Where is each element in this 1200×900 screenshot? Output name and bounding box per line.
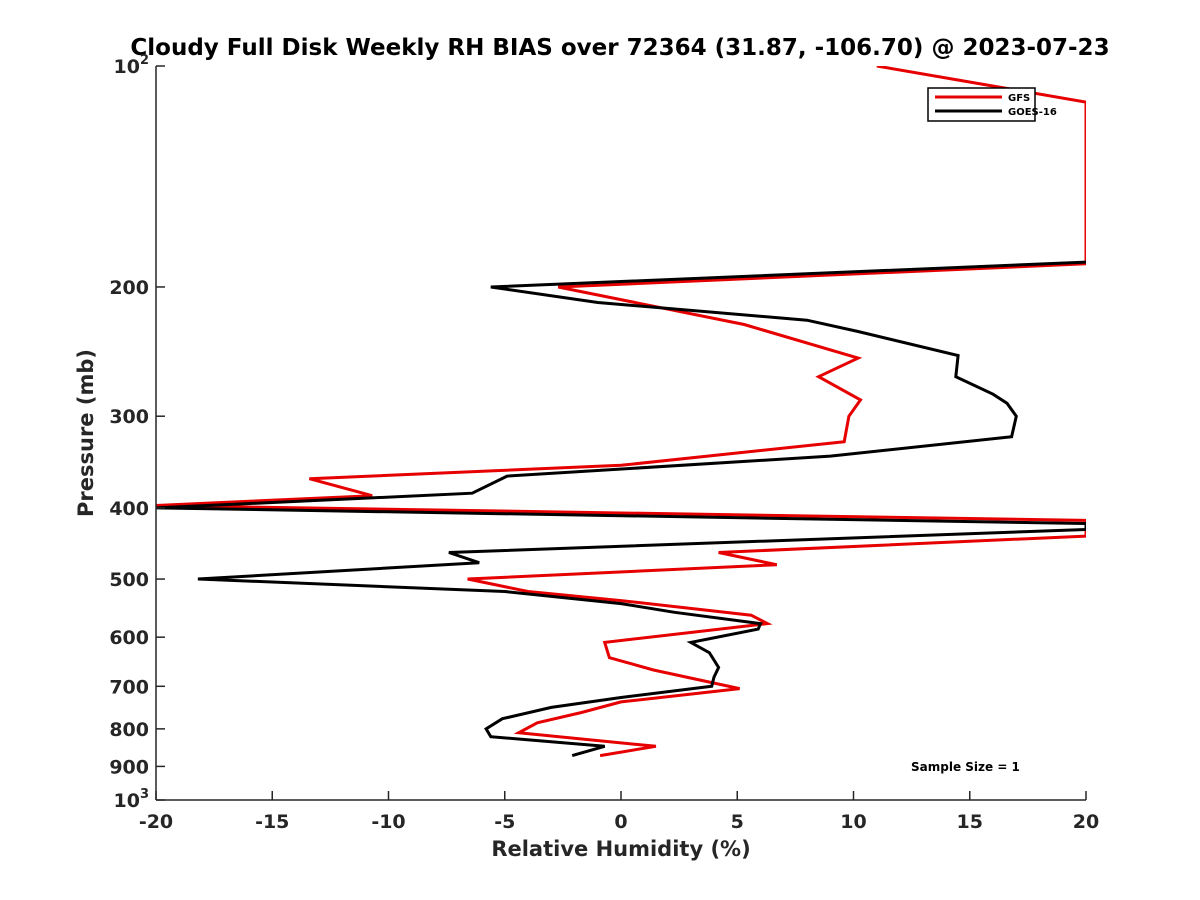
y-tick-label: 200 <box>109 277 149 299</box>
chart-title: Cloudy Full Disk Weekly RH BIAS over 723… <box>130 35 1109 61</box>
series-layer <box>156 66 1086 758</box>
x-axis-label: Relative Humidity (%) <box>491 837 750 861</box>
legend-label-gfs: GFS <box>1008 93 1030 104</box>
x-tick-label: -5 <box>494 811 515 833</box>
x-tick-label: 5 <box>731 811 744 833</box>
legend-label-goes16: GOES-16 <box>1008 107 1057 118</box>
y-tick-label: 103 <box>114 787 150 812</box>
series-line-gfs <box>156 66 1086 758</box>
y-tick-label: 500 <box>109 569 149 591</box>
y-tick-label: 300 <box>109 406 149 428</box>
y-ticks: 102 200 300 400 500 600 700 800 900 103 <box>109 53 165 812</box>
x-tick-label: -15 <box>255 811 289 833</box>
y-tick-label: 102 <box>114 53 150 78</box>
y-tick-label: 400 <box>109 498 149 520</box>
x-tick-label: 0 <box>614 811 627 833</box>
y-tick-label: 900 <box>109 756 149 778</box>
sample-size-annotation: Sample Size = 1 <box>911 760 1020 774</box>
plot-area: -20 -15 -10 -5 0 5 10 15 20 102 200 300 400 500 600 70… <box>109 53 1099 833</box>
x-tick-label: 15 <box>957 811 983 833</box>
x-tick-label: 20 <box>1073 811 1099 833</box>
series-line-goes16 <box>156 260 1086 758</box>
y-axis-label: Pressure (mb) <box>74 349 98 517</box>
plot-background <box>156 66 1086 800</box>
x-tick-label: 10 <box>840 811 866 833</box>
y-tick-label: 800 <box>109 719 149 741</box>
x-tick-label: -10 <box>371 811 405 833</box>
x-ticks: -20 -15 -10 -5 0 5 10 15 20 <box>139 791 1099 833</box>
legend-box <box>927 87 1036 122</box>
legend: GFS GOES-16 <box>927 87 1057 122</box>
y-tick-label: 600 <box>109 627 149 649</box>
x-tick-label: -20 <box>139 811 173 833</box>
y-tick-label: 700 <box>109 676 149 698</box>
